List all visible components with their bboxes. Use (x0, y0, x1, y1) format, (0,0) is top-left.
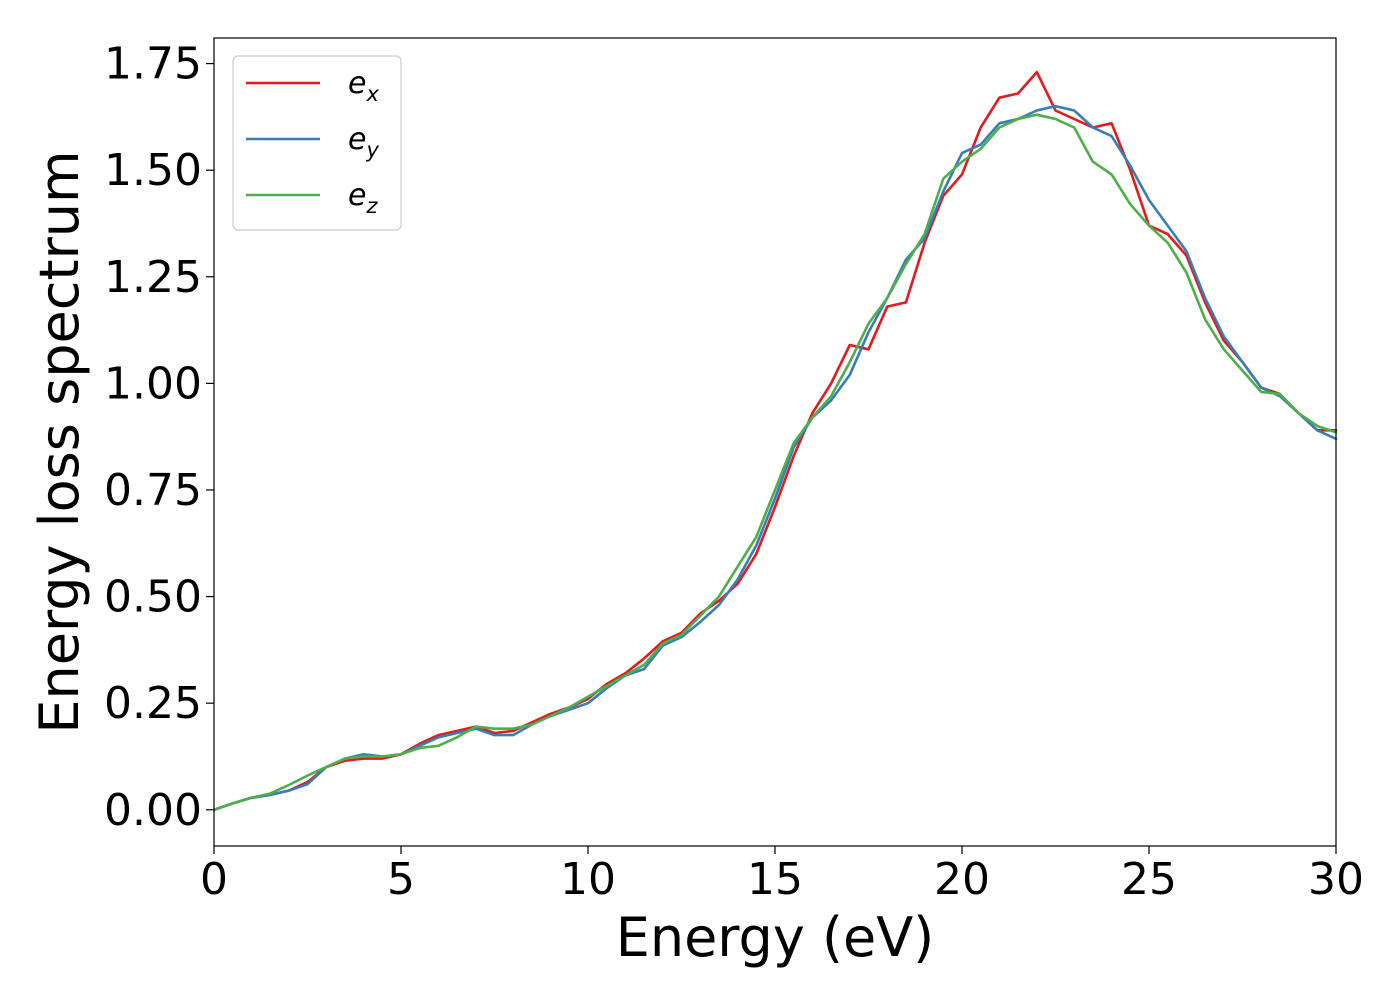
x-tick-label: 0 (200, 854, 228, 905)
series-line-z (212, 113, 1338, 812)
x-tick-label: 10 (560, 854, 616, 905)
y-tick-label: 0.50 (104, 572, 202, 623)
y-tick-label: 0.25 (104, 678, 202, 729)
x-tick-label: 20 (934, 854, 990, 905)
x-axis: 0 5 10 15 20 25 30 (200, 846, 1364, 905)
y-axis: 0.00 0.25 0.50 0.75 1.00 1.25 1.50 1.75 (104, 39, 214, 836)
y-tick-label: 1.75 (104, 39, 202, 90)
legend-frame (232, 55, 402, 231)
plot-lines (212, 70, 1338, 812)
y-tick-label: 1.50 (104, 145, 202, 196)
x-tick-label: 5 (387, 854, 415, 905)
y-axis-label: Energy loss spectrum (28, 150, 91, 733)
y-tick-label: 1.25 (104, 252, 202, 303)
x-tick-label: 15 (747, 854, 803, 905)
y-tick-label: 0.00 (104, 785, 202, 836)
plot-frame (213, 37, 1337, 847)
x-tick-label: 25 (1121, 854, 1177, 905)
x-axis-label: Energy (eV) (616, 906, 935, 969)
y-tick-label: 1.00 (104, 358, 202, 409)
y-tick-label: 0.75 (104, 465, 202, 516)
legend-label-y: ey (348, 122, 379, 162)
x-tick-label: 30 (1308, 854, 1364, 905)
